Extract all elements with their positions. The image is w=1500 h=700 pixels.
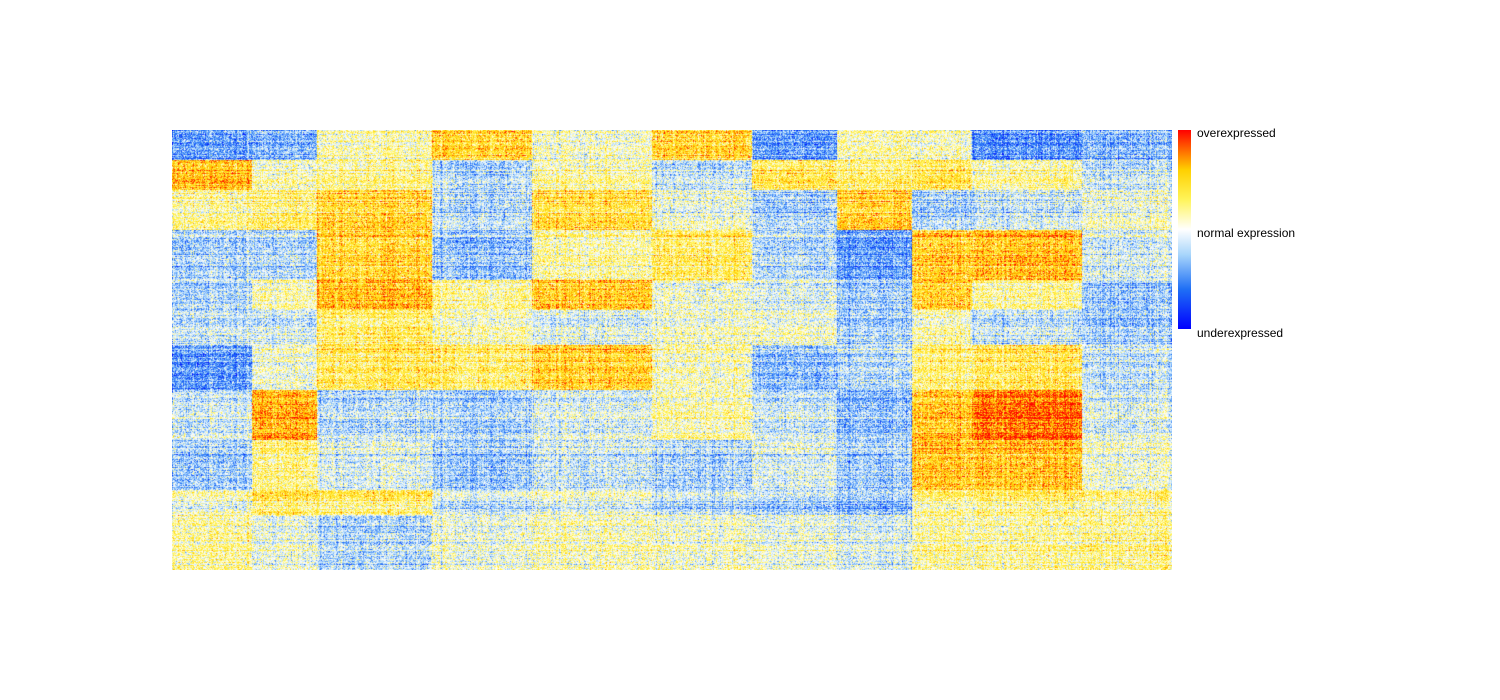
legend-label-overexpressed: overexpressed (1197, 126, 1276, 140)
color-legend-bar (1178, 130, 1191, 329)
legend-label-normal-expression: normal expression (1197, 226, 1295, 240)
heatmap-cells (172, 130, 1172, 570)
legend-label-underexpressed: underexpressed (1197, 326, 1283, 340)
